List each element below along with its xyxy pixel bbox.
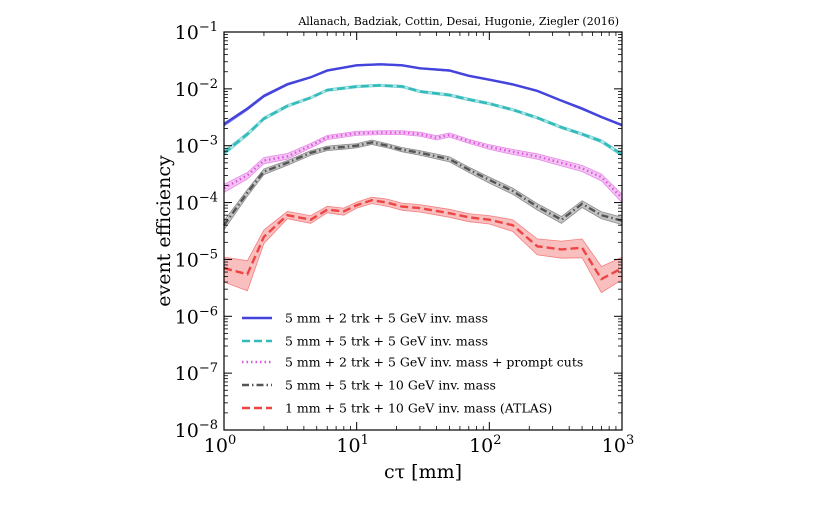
y-tick-label-4: 10−5 — [175, 247, 218, 271]
legend: 5 mm + 2 trk + 5 GeV inv. mass 5 mm + 5 t… — [242, 311, 583, 416]
y-tick-label-0: 10−1 — [175, 20, 218, 44]
y-tick-label-7: 10−8 — [175, 418, 218, 442]
legend-label-1: 5 mm + 2 trk + 5 GeV inv. mass — [285, 311, 488, 326]
y-tick-label-3: 10−4 — [175, 191, 218, 215]
x-tick-label-2: 102 — [469, 433, 501, 457]
series-lines — [223, 63, 623, 281]
y-tick-label-2: 10−3 — [175, 134, 218, 158]
line-series-2 — [223, 84, 623, 156]
annotation-authors: Allanach, Badziak, Cottin, Desai, Hugoni… — [297, 15, 619, 28]
line-series-5 — [223, 198, 623, 281]
y-tick-label-6: 10−7 — [175, 361, 218, 385]
legend-label-2: 5 mm + 5 trk + 5 GeV inv. mass — [285, 334, 488, 349]
legend-label-3: 5 mm + 2 trk + 5 GeV inv. mass + prompt … — [285, 355, 583, 370]
x-tick-label-0: 100 — [204, 433, 236, 457]
x-axis-title: cτ [mm] — [384, 461, 462, 483]
line-series-4 — [223, 141, 623, 226]
y-tick-label-1: 10−2 — [175, 77, 218, 101]
y-axis-title: event efficiency — [153, 155, 175, 307]
y-tick-label-5: 10−6 — [175, 304, 218, 328]
line-series-3 — [223, 131, 623, 199]
x-tick-label-1: 101 — [336, 433, 368, 457]
tick-labels: 100 101 102 103 10−1 10−2 10−3 10−4 10−5 10−6 10−7… — [175, 20, 635, 457]
axis-ticks — [223, 31, 623, 431]
legend-label-5: 1 mm + 5 trk + 10 GeV inv. mass (ATLAS) — [285, 401, 552, 416]
plot-frame — [223, 31, 623, 431]
legend-label-4: 5 mm + 5 trk + 10 GeV inv. mass — [285, 378, 496, 393]
line-series-1 — [223, 63, 623, 127]
x-tick-label-3: 103 — [602, 433, 634, 457]
